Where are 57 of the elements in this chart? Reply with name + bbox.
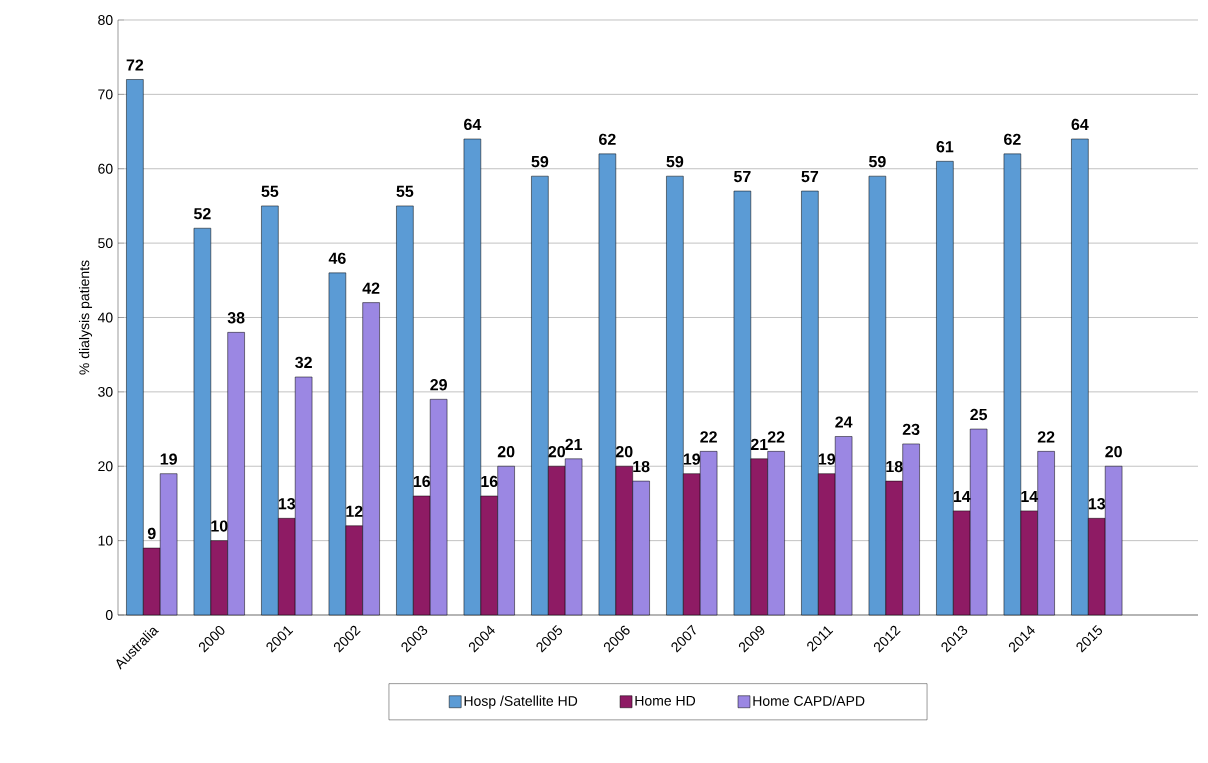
y-axis-title: % dialysis patients (78, 260, 93, 375)
data-label: 59 (868, 155, 886, 168)
data-label: 21 (750, 438, 768, 450)
y-tick-label: 20 (98, 461, 113, 472)
data-label: 18 (633, 460, 650, 473)
data-label: 9 (147, 527, 156, 540)
data-label: 20 (497, 446, 515, 458)
data-label: 64 (464, 118, 482, 131)
data-label: 46 (328, 252, 346, 264)
data-label: 13 (1088, 498, 1106, 510)
data-label: 62 (1004, 133, 1021, 145)
data-label: 55 (261, 185, 279, 198)
data-label: 72 (126, 59, 144, 71)
data-label: 13 (278, 498, 296, 510)
data-label: 55 (396, 185, 414, 198)
data-label: 23 (902, 423, 920, 436)
data-label: 59 (531, 155, 549, 168)
data-label: 25 (970, 408, 988, 421)
data-label: 57 (801, 170, 819, 183)
data-label: 62 (599, 133, 616, 145)
y-tick-label: 50 (98, 238, 113, 249)
legend-label: Home CAPD/APD (753, 695, 865, 706)
y-tick-label: 0 (105, 610, 113, 620)
data-label: 32 (295, 356, 312, 369)
data-label: 14 (1021, 490, 1039, 502)
data-label: 12 (346, 505, 363, 517)
data-label: 57 (733, 170, 751, 183)
data-label: 61 (936, 141, 954, 153)
y-tick-label: 10 (98, 535, 113, 546)
data-label: 10 (211, 520, 228, 532)
y-tick-label: 70 (98, 89, 113, 100)
data-label: 29 (430, 379, 447, 391)
data-label: 52 (193, 208, 211, 220)
data-label: 16 (481, 475, 498, 488)
legend-label: Home HD (635, 695, 696, 706)
data-label: 24 (835, 416, 853, 428)
data-label: 21 (565, 438, 583, 450)
data-label: 59 (666, 155, 684, 168)
data-label: 19 (818, 453, 836, 465)
data-label: 20 (1105, 446, 1122, 458)
data-label: 42 (362, 282, 380, 294)
y-tick-label: 30 (98, 386, 113, 397)
data-label: 38 (227, 312, 245, 324)
y-tick-label: 80 (98, 15, 113, 25)
data-label: 16 (413, 475, 431, 488)
data-label: 22 (700, 431, 717, 443)
data-label: 22 (767, 431, 785, 443)
data-label: 20 (615, 446, 633, 458)
data-label: 22 (1037, 431, 1055, 443)
data-label: 19 (160, 453, 177, 465)
y-tick-label: 40 (97, 312, 113, 323)
legend-label: Hosp /Satellite HD (464, 695, 578, 709)
data-label: 20 (548, 446, 565, 458)
data-label: 18 (886, 460, 903, 473)
y-tick-label: 60 (98, 163, 113, 174)
data-label: 64 (1071, 118, 1089, 131)
data-label: 19 (683, 453, 701, 465)
